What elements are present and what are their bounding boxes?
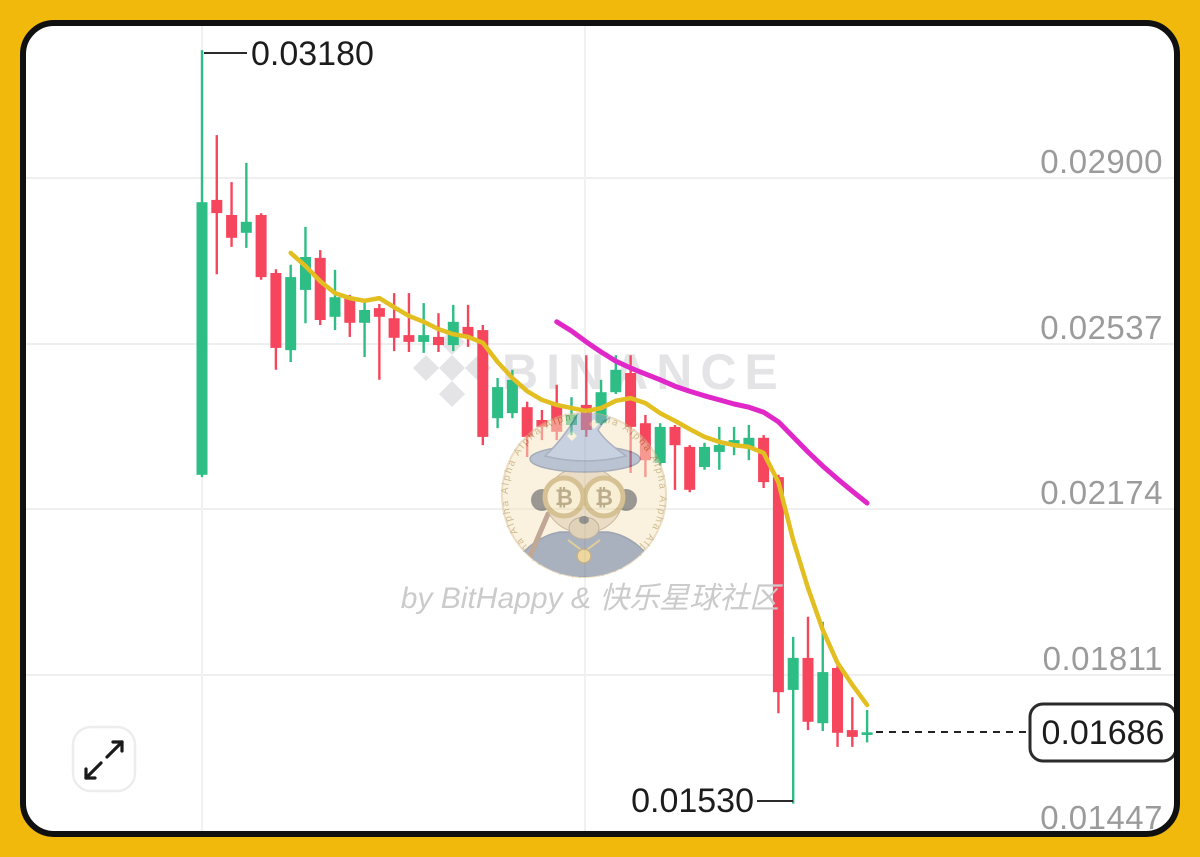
candle-body [314, 257, 326, 320]
axis-tick: 0.01811 [1043, 640, 1163, 677]
low-price-label: 0.01530 [631, 782, 754, 820]
candle-body [196, 202, 208, 475]
candle-body [802, 657, 814, 722]
expand-button[interactable] [71, 725, 137, 793]
candle-body [433, 336, 444, 346]
candle-body [817, 672, 829, 724]
candle-body [832, 668, 843, 733]
candle-body [699, 446, 710, 467]
axis-tick: 0.01447 [1040, 799, 1163, 831]
candle-body [492, 387, 504, 419]
wizard-wand [527, 511, 551, 559]
candle-body [329, 297, 341, 317]
candle-body [285, 277, 297, 351]
ma-slow-line [554, 319, 870, 506]
expand-arrows-icon [84, 740, 124, 780]
chart-canvas[interactable]: BINANCE 0.02900 0.02537 0.02174 0.01811 … [26, 26, 1174, 831]
bitcoin-symbol: ₿ [595, 485, 613, 510]
candle-body [610, 369, 622, 393]
candle-body [669, 426, 681, 446]
candle-body [728, 440, 740, 445]
candle-body [861, 732, 873, 735]
candle-body [344, 298, 356, 323]
bitcoin-symbol: ₿ [555, 485, 573, 510]
candle-body [787, 657, 799, 690]
axis-tick: 0.02900 [1040, 143, 1163, 180]
last-price-box [1028, 702, 1174, 763]
candle-body [536, 420, 548, 427]
candle-body [240, 221, 252, 233]
candle-body [226, 215, 238, 238]
candle-body [506, 379, 518, 414]
ma-fast-line [288, 250, 870, 708]
candlestick-series [196, 50, 873, 804]
last-price-callout: 0.01686 [876, 702, 1174, 763]
high-price-callout: 0.03180 [204, 35, 374, 73]
candle-body [521, 407, 533, 437]
axis-tick: 0.02537 [1040, 309, 1163, 346]
candle-body [713, 445, 725, 452]
candle-body [772, 477, 784, 693]
candle-body [743, 437, 755, 447]
candle-body [211, 199, 223, 214]
candle-body [359, 310, 371, 323]
candle-body [388, 318, 400, 338]
candle-body [462, 326, 474, 337]
axis-tick: 0.02174 [1040, 474, 1163, 511]
candle-body [418, 335, 430, 342]
goggle-lens-right [582, 475, 626, 519]
candle-body [300, 257, 311, 290]
attribution-text: by BitHappy & 快乐星球社区 [401, 582, 783, 615]
price-axis: 0.02900 0.02537 0.02174 0.01811 0.01447 [1040, 143, 1163, 831]
candle-body [270, 273, 282, 348]
last-price-label: 0.01686 [1042, 714, 1165, 752]
candle-body [758, 437, 770, 483]
candle-body [654, 426, 666, 463]
candle-body [373, 308, 385, 317]
candle-body [846, 730, 858, 737]
pug-nose [579, 516, 589, 524]
candle-body [684, 446, 696, 490]
candle-body [403, 335, 415, 342]
candle-body [255, 215, 267, 278]
hat-star [567, 431, 577, 441]
wizard-pendant [576, 548, 592, 564]
moving-average-lines [288, 250, 870, 708]
high-price-label: 0.03180 [251, 35, 374, 73]
candle-body [477, 330, 489, 437]
hat-star [589, 419, 599, 429]
chart-panel: BINANCE 0.02900 0.02537 0.02174 0.01811 … [20, 20, 1180, 837]
low-price-callout: 0.01530 [631, 782, 793, 820]
